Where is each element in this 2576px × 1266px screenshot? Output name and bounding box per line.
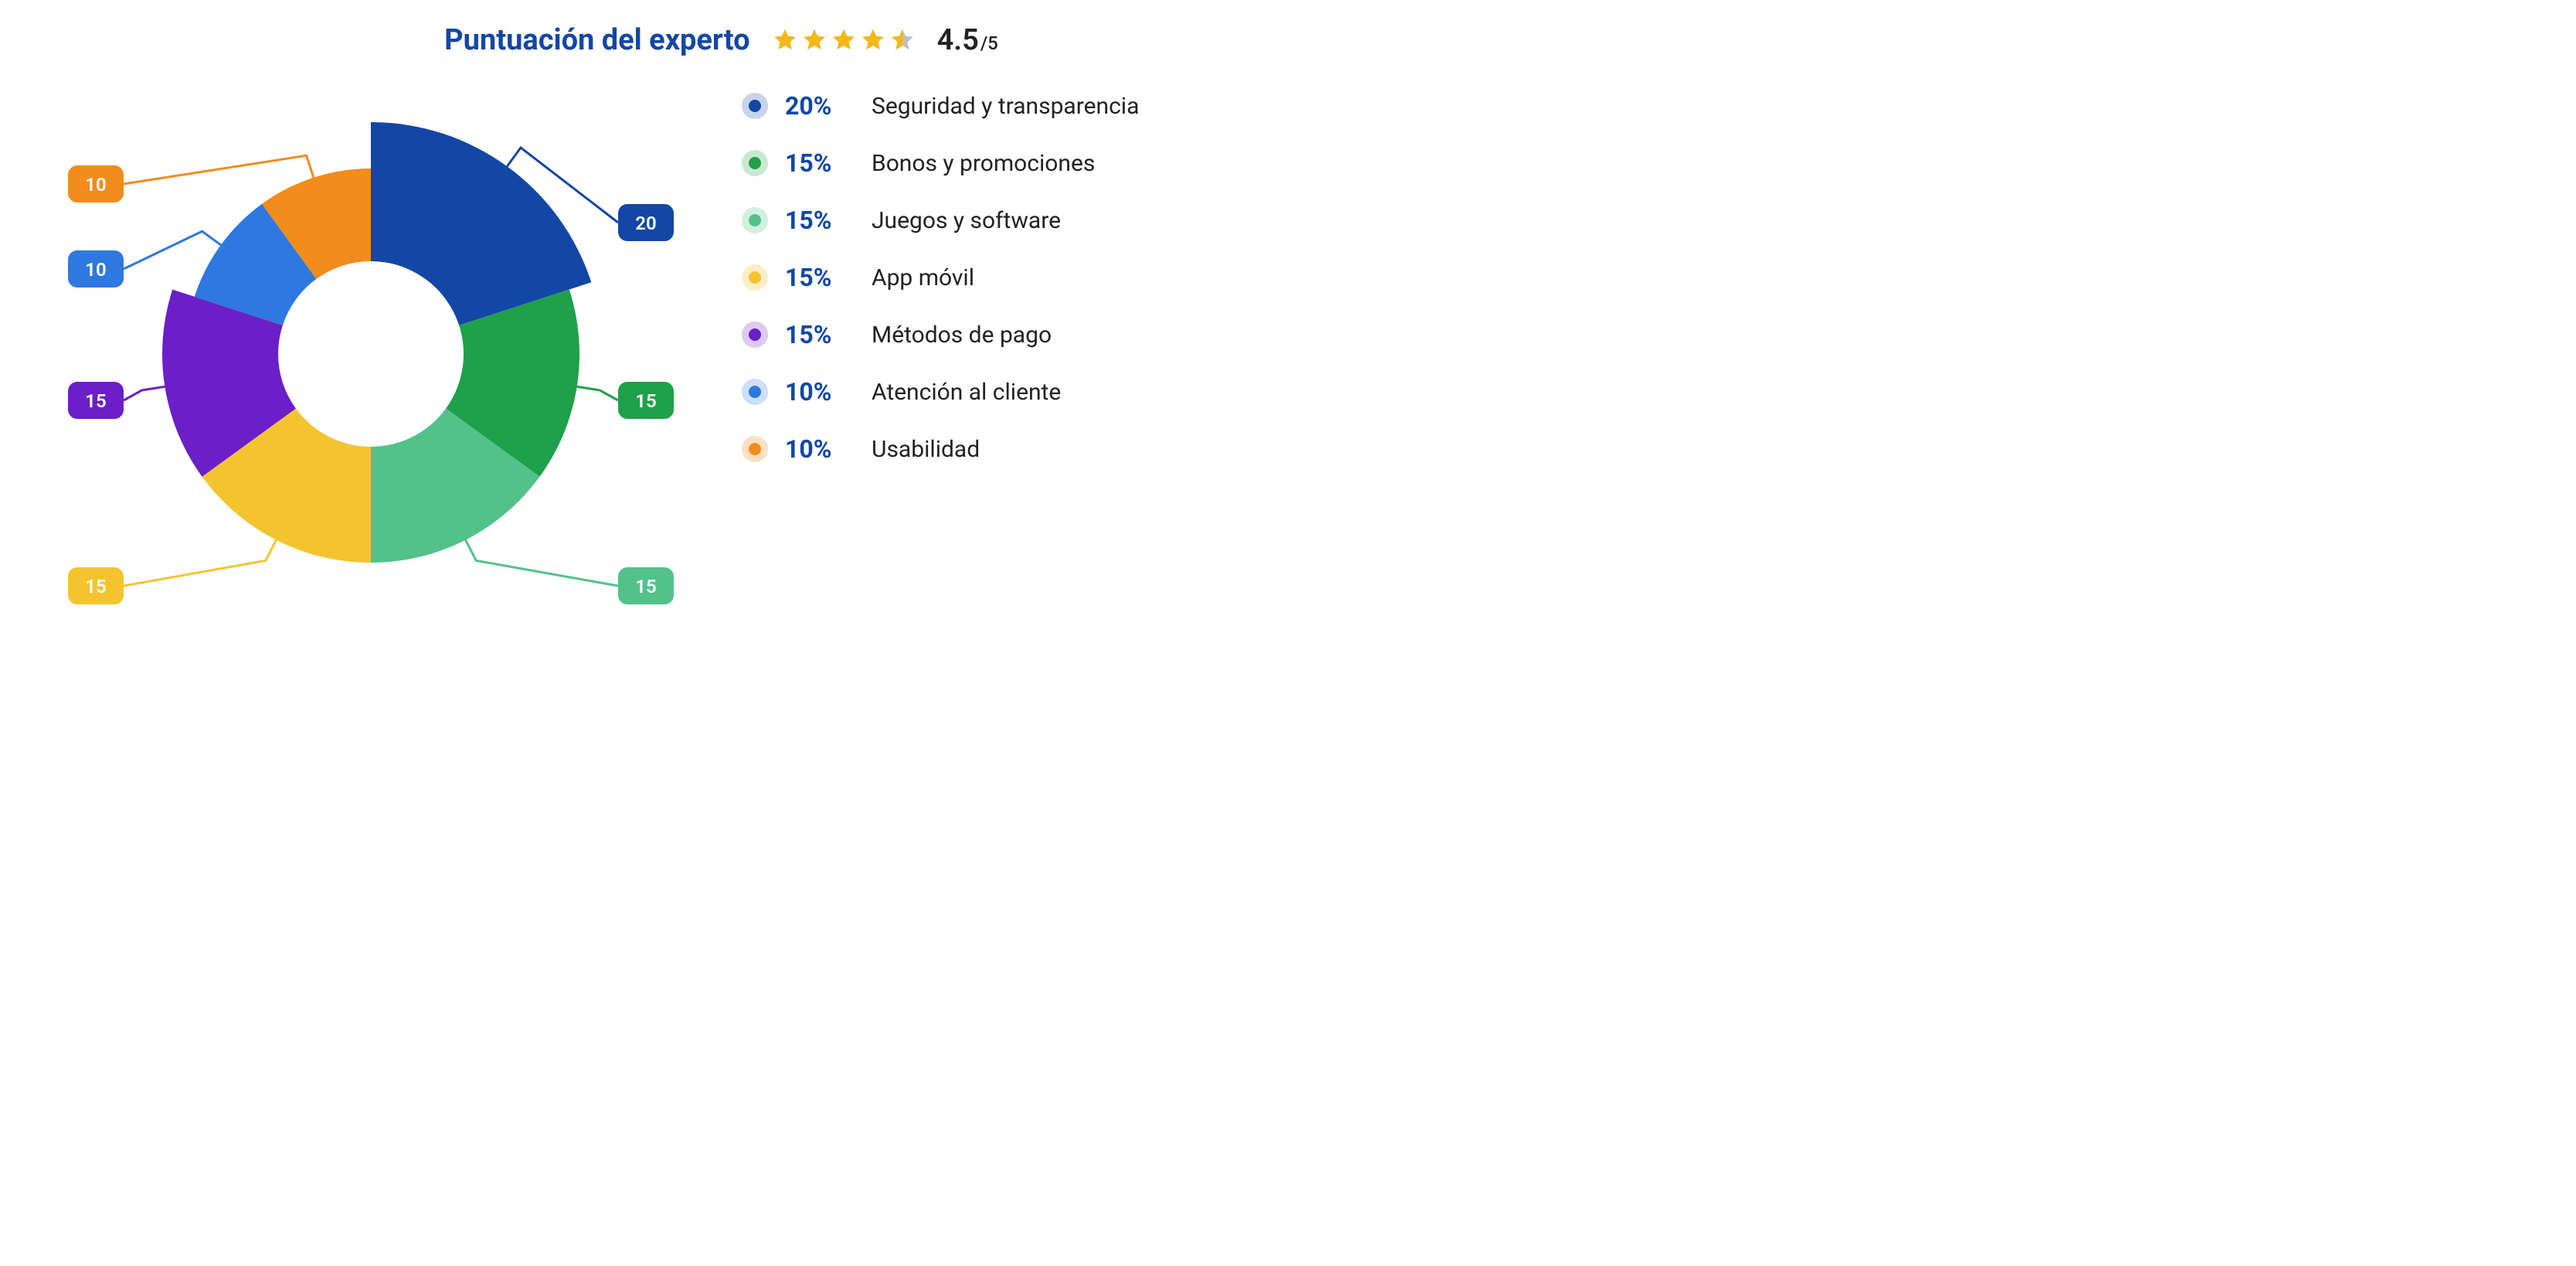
content-body: 20 15 15 15 15 10 10 20% Seguridad y transparen… bbox=[31, 76, 1257, 617]
callout-leader bbox=[124, 155, 314, 184]
legend-label: Juegos y software bbox=[872, 207, 1061, 234]
legend-percent: 15% bbox=[785, 206, 855, 235]
legend-label: Bonos y promociones bbox=[872, 150, 1095, 177]
callout-leader bbox=[124, 540, 276, 586]
legend-row: 10% Atención al cliente bbox=[742, 377, 1257, 407]
header: Puntuación del experto 4.5/5 bbox=[31, 23, 1257, 57]
legend-percent: 10% bbox=[785, 434, 855, 464]
legend-row: 15% Juegos y software bbox=[742, 206, 1257, 235]
callout-value: 20 bbox=[635, 213, 656, 234]
callout-value: 15 bbox=[635, 576, 656, 597]
legend-row: 15% App móvil bbox=[742, 263, 1257, 292]
star-icon bbox=[801, 27, 828, 53]
legend-label: Atención al cliente bbox=[872, 379, 1061, 406]
star-icon bbox=[860, 27, 886, 53]
star-rating bbox=[772, 27, 916, 53]
legend-dot-icon bbox=[742, 264, 768, 291]
callout-value: 10 bbox=[85, 259, 106, 281]
callout-leader bbox=[124, 231, 221, 269]
legend-percent: 15% bbox=[785, 320, 855, 349]
callout-value: 15 bbox=[85, 576, 106, 597]
legend-label: Seguridad y transparencia bbox=[872, 93, 1139, 120]
legend-row: 15% Métodos de pago bbox=[742, 320, 1257, 349]
legend-dot-icon bbox=[742, 93, 768, 119]
legend-label: App móvil bbox=[872, 264, 974, 291]
legend-row: 20% Seguridad y transparencia bbox=[742, 91, 1257, 121]
legend-row: 15% Bonos y promociones bbox=[742, 148, 1257, 178]
legend-dot-icon bbox=[742, 150, 768, 176]
score-number: 4.5 bbox=[937, 23, 979, 57]
legend-percent: 15% bbox=[785, 263, 855, 292]
legend-label: Métodos de pago bbox=[872, 322, 1052, 349]
callout-value: 15 bbox=[85, 390, 106, 412]
page-title: Puntuación del experto bbox=[444, 23, 749, 57]
legend-dot-icon bbox=[742, 322, 768, 348]
donut-chart: 20 15 15 15 15 10 10 bbox=[31, 76, 711, 617]
callout-leader bbox=[577, 386, 618, 400]
star-icon bbox=[889, 27, 916, 53]
legend-dot-icon bbox=[742, 379, 768, 405]
legend-percent: 20% bbox=[785, 91, 855, 121]
star-icon bbox=[831, 27, 857, 53]
score-value: 4.5/5 bbox=[937, 23, 998, 57]
legend-dot-icon bbox=[742, 436, 768, 462]
rating-infographic: Puntuación del experto 4.5/5 20 15 15 15 15 1… bbox=[0, 0, 1288, 633]
callout-leader bbox=[466, 540, 618, 586]
score-max: /5 bbox=[980, 32, 998, 54]
legend-label: Usabilidad bbox=[872, 436, 980, 463]
callout-value: 15 bbox=[635, 390, 656, 412]
donut-svg: 20 15 15 15 15 10 10 bbox=[31, 76, 711, 617]
legend-percent: 15% bbox=[785, 148, 855, 178]
star-icon bbox=[772, 27, 798, 53]
legend-row: 10% Usabilidad bbox=[742, 434, 1257, 464]
legend-percent: 10% bbox=[785, 377, 855, 407]
legend-dot-icon bbox=[742, 207, 768, 233]
legend: 20% Seguridad y transparencia 15% Bonos y p… bbox=[742, 76, 1257, 492]
callout-value: 10 bbox=[85, 174, 106, 196]
callout-leader bbox=[124, 386, 165, 400]
